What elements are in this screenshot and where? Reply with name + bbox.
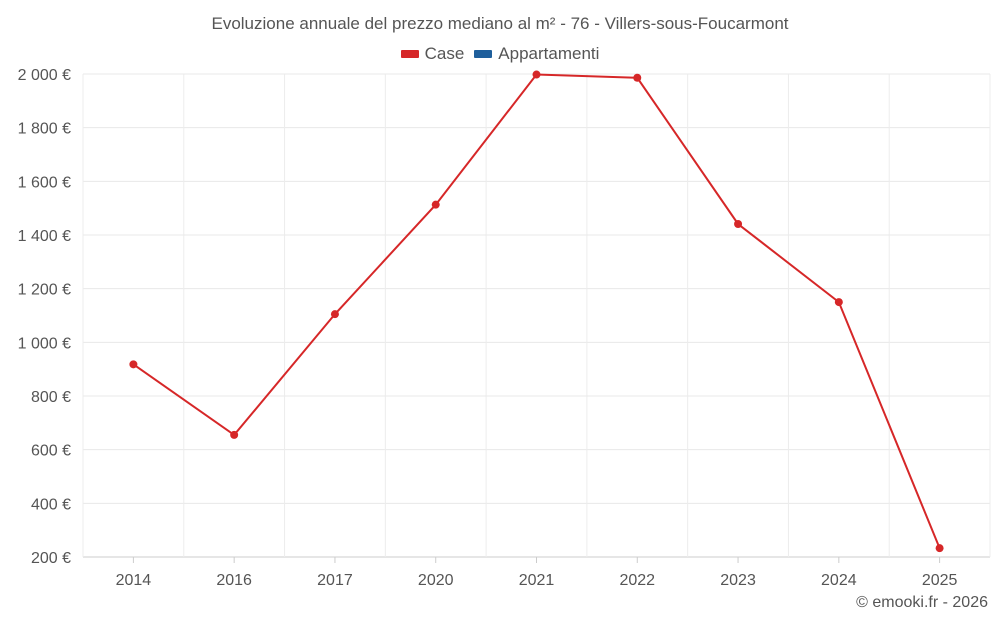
y-tick-label: 1 000 €: [18, 335, 71, 352]
legend-item-appartamenti[interactable]: Appartamenti: [474, 44, 599, 64]
x-tick-label: 2021: [519, 572, 555, 589]
x-tick-label: 2025: [922, 572, 958, 589]
x-tick-label: 2023: [720, 572, 756, 589]
legend: Case Appartamenti: [0, 44, 1000, 64]
data-point: [129, 360, 138, 369]
data-point: [734, 219, 743, 228]
credit-text: © emooki.fr - 2026: [856, 594, 988, 611]
y-tick-label: 600 €: [31, 443, 71, 460]
data-point: [532, 70, 541, 79]
data-point: [431, 200, 440, 209]
x-tick-label: 2020: [418, 572, 454, 589]
y-tick-label: 200 €: [31, 550, 71, 567]
chart-title: Evoluzione annuale del prezzo mediano al…: [211, 14, 789, 33]
y-tick-label: 1 600 €: [18, 174, 71, 191]
data-point: [330, 310, 339, 319]
y-tick-label: 800 €: [31, 389, 71, 406]
legend-label-appartamenti: Appartamenti: [498, 44, 600, 63]
y-tick-label: 2 000 €: [18, 67, 71, 84]
data-point: [633, 73, 642, 82]
x-tick-label: 2014: [116, 572, 152, 589]
y-tick-label: 1 200 €: [18, 282, 71, 299]
x-tick-label: 2016: [216, 572, 252, 589]
data-point: [935, 544, 944, 553]
x-tick-label: 2017: [317, 572, 353, 589]
data-point: [834, 298, 843, 307]
x-tick-label: 2022: [619, 572, 655, 589]
legend-swatch-case: [400, 50, 419, 58]
y-tick-label: 1 800 €: [18, 121, 71, 138]
legend-label-case: Case: [424, 44, 465, 63]
y-tick-label: 400 €: [31, 496, 71, 513]
series-line-case: [132, 73, 941, 549]
y-tick-label: 1 400 €: [18, 228, 71, 245]
legend-swatch-appartamenti: [474, 50, 493, 58]
legend-item-case[interactable]: Case: [400, 44, 465, 64]
x-tick-label: 2024: [821, 572, 857, 589]
data-point: [230, 430, 239, 439]
